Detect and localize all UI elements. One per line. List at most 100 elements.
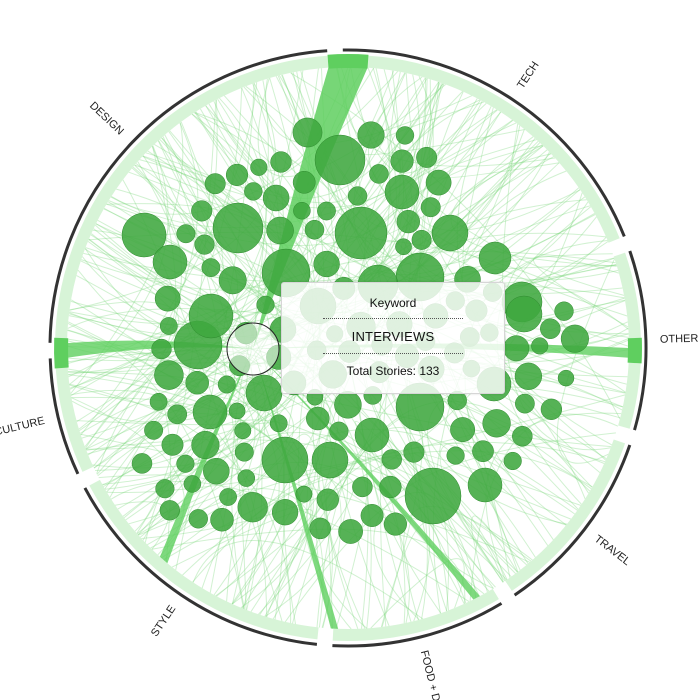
keyword-bubble[interactable] (560, 324, 589, 353)
keyword-bubble[interactable] (121, 212, 167, 258)
category-arc[interactable] (48, 358, 80, 475)
keyword-bubble[interactable] (347, 186, 368, 206)
keyword-bubble[interactable] (395, 238, 412, 256)
keyword-bubble[interactable] (317, 201, 336, 221)
category-arc[interactable] (513, 444, 632, 597)
keyword-bubble[interactable] (228, 402, 246, 420)
keyword-bubble[interactable] (161, 433, 184, 456)
keyword-bubble[interactable] (505, 295, 543, 333)
category-label[interactable]: DESIGN (87, 100, 126, 138)
keyword-bubble[interactable] (159, 317, 178, 335)
keyword-bubble[interactable] (176, 224, 196, 244)
keyword-bubble[interactable] (512, 425, 533, 447)
category-label[interactable]: STYLE (149, 603, 178, 639)
keyword-bubble[interactable] (155, 479, 175, 499)
category-arc[interactable] (332, 602, 503, 648)
keyword-bubble[interactable] (185, 370, 209, 395)
keyword-bubble[interactable] (292, 170, 316, 194)
keyword-bubble[interactable] (188, 293, 234, 339)
keyword-bubble[interactable] (467, 467, 503, 503)
keyword-bubble[interactable] (503, 335, 530, 362)
keyword-bubble[interactable] (191, 430, 220, 460)
keyword-bubble[interactable] (159, 500, 180, 521)
keyword-bubble[interactable] (293, 201, 311, 220)
keyword-bubble[interactable] (218, 266, 247, 295)
keyword-bubble[interactable] (329, 421, 349, 441)
keyword-bubble[interactable] (191, 200, 213, 222)
keyword-bubble[interactable] (390, 149, 414, 173)
keyword-bubble[interactable] (420, 197, 441, 218)
keyword-bubble[interactable] (245, 374, 283, 412)
keyword-bubble[interactable] (379, 475, 402, 499)
keyword-bubble[interactable] (295, 485, 313, 503)
keyword-bubble[interactable] (151, 338, 172, 360)
keyword-bubble[interactable] (334, 391, 362, 419)
keyword-bubble[interactable] (183, 475, 202, 493)
selected-keyword-bubble[interactable] (226, 322, 280, 376)
keyword-bubble[interactable] (269, 414, 288, 433)
keyword-bubble[interactable] (234, 422, 252, 440)
keyword-bubble[interactable] (149, 392, 168, 411)
keyword-bubble[interactable] (176, 454, 195, 473)
keyword-bubble[interactable] (304, 219, 325, 240)
keyword-bubble[interactable] (266, 216, 294, 245)
keyword-bubble[interactable] (403, 441, 425, 463)
keyword-bubble[interactable] (219, 488, 237, 506)
keyword-bubble[interactable] (354, 417, 390, 453)
keyword-bubble[interactable] (188, 509, 208, 529)
keyword-bubble[interactable] (446, 446, 465, 465)
keyword-bubble[interactable] (313, 250, 340, 278)
keyword-bubble[interactable] (144, 420, 164, 440)
keyword-bubble[interactable] (154, 360, 184, 390)
keyword-bubble[interactable] (212, 202, 264, 254)
keyword-bubble[interactable] (540, 318, 561, 339)
keyword-bubble[interactable] (152, 244, 188, 280)
keyword-bubble[interactable] (167, 404, 188, 425)
keyword-bubble[interactable] (514, 362, 543, 390)
keyword-bubble[interactable] (478, 241, 512, 275)
keyword-bubble[interactable] (334, 206, 388, 260)
keyword-bubble[interactable] (554, 301, 574, 321)
keyword-bubble[interactable] (384, 174, 420, 210)
keyword-bubble[interactable] (204, 173, 226, 195)
category-label[interactable]: TECH (515, 59, 542, 91)
keyword-bubble[interactable] (271, 499, 299, 526)
keyword-bubble[interactable] (395, 126, 415, 145)
category-label[interactable]: CULTURE (0, 415, 46, 439)
keyword-bubble[interactable] (531, 337, 549, 355)
keyword-bubble[interactable] (131, 453, 153, 474)
keyword-bubble[interactable] (369, 164, 389, 184)
keyword-bubble[interactable] (306, 406, 330, 431)
keyword-bubble[interactable] (203, 457, 230, 485)
keyword-bubble[interactable] (352, 476, 373, 498)
keyword-bubble[interactable] (237, 492, 268, 523)
keyword-bubble[interactable] (192, 394, 228, 430)
keyword-bubble[interactable] (472, 440, 494, 463)
keyword-bubble[interactable] (210, 507, 234, 532)
category-arc[interactable] (48, 49, 328, 343)
category-arc[interactable] (342, 48, 626, 237)
keyword-bubble[interactable] (262, 184, 290, 212)
keyword-bubble[interactable] (411, 229, 432, 250)
keyword-bubble[interactable] (237, 469, 256, 487)
keyword-bubble[interactable] (234, 442, 254, 462)
keyword-bubble[interactable] (425, 169, 452, 196)
keyword-bubble[interactable] (540, 398, 563, 420)
keyword-bubble[interactable] (201, 258, 221, 277)
keyword-bubble[interactable] (357, 121, 385, 149)
keyword-bubble[interactable] (311, 441, 349, 479)
keyword-bubble[interactable] (261, 436, 309, 484)
keyword-bubble[interactable] (154, 285, 181, 312)
keyword-bubble[interactable] (381, 449, 402, 470)
keyword-bubble[interactable] (194, 234, 215, 255)
keyword-bubble[interactable] (250, 158, 268, 176)
keyword-bubble[interactable] (431, 214, 469, 252)
keyword-bubble[interactable] (557, 369, 575, 387)
keyword-bubble[interactable] (416, 146, 438, 168)
keyword-bubble[interactable] (338, 519, 363, 544)
category-arc[interactable] (83, 487, 318, 646)
keyword-bubble[interactable] (360, 504, 384, 527)
category-label[interactable]: TRAVEL (592, 533, 633, 568)
keyword-bubble[interactable] (396, 209, 420, 234)
keyword-bubble[interactable] (404, 467, 462, 525)
